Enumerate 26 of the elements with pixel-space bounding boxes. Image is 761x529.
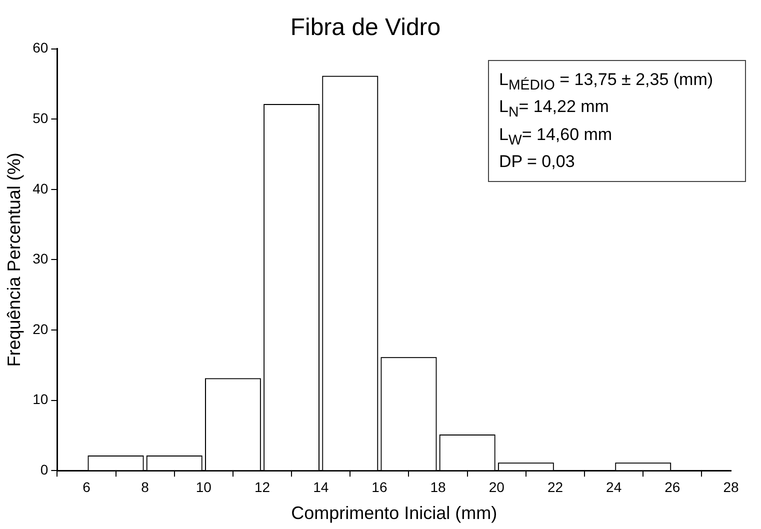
- y-tick-label: 0: [40, 461, 48, 478]
- x-tick-label: 10: [196, 478, 212, 495]
- y-axis-title: Frequência Percentual (%): [4, 152, 24, 367]
- annotation: L$_{MÉDIO}$ = 13,75 ± 2,35 (mm): [499, 69, 714, 96]
- x-tick-label: 28: [723, 478, 739, 495]
- x-tick-label: 16: [372, 478, 388, 495]
- y-tick-label: 60: [32, 40, 48, 56]
- annotation: L$_{W}$= 14,60 mm: [499, 124, 614, 150]
- x-tick-label: 22: [547, 478, 564, 495]
- y-tick-label: 50: [32, 110, 48, 126]
- y-tick-label: 30: [32, 250, 48, 267]
- x-tick-label: 20: [488, 478, 505, 495]
- y-tick-label: 40: [32, 180, 48, 196]
- x-tick-label: 8: [141, 478, 150, 495]
- x-tick-label: 26: [664, 478, 680, 495]
- x-tick-label: 24: [606, 478, 622, 495]
- annotation: DP = 0,03: [499, 151, 576, 174]
- x-axis-title: Comprimento Inicial (mm): [291, 503, 498, 524]
- x-tick-label: 18: [430, 478, 446, 495]
- x-tick-label: 14: [313, 478, 329, 495]
- x-tick-label: 6: [82, 478, 91, 495]
- x-tick-label: 12: [254, 478, 270, 495]
- chart-title: Fibra de Vidro: [290, 14, 441, 42]
- annotation: L$_{N}$= 14,22 mm: [499, 96, 610, 123]
- y-tick-label: 20: [32, 320, 48, 337]
- y-tick-label: 10: [32, 391, 48, 408]
